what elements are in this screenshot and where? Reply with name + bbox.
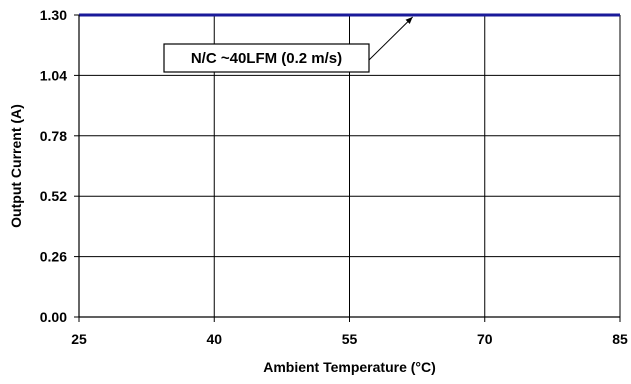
y-tick-label: 0.00 [40,309,67,325]
axes [74,14,621,322]
x-axis-title: Ambient Temperature (°C) [263,359,436,375]
annotation-box [163,43,370,73]
y-tick-label: 1.30 [40,7,67,23]
x-tick-label: 25 [71,331,87,347]
y-tick-label: 0.52 [40,188,67,204]
x-tick-label: 55 [342,331,358,347]
x-tick-label: 70 [477,331,493,347]
y-tick-label: 0.26 [40,249,67,265]
annotation: N/C ~40LFM (0.2 m/s) [163,16,413,73]
x-tick-label: 40 [206,331,222,347]
annotation-arrow [368,16,413,61]
annotation-label: N/C ~40LFM (0.2 m/s) [191,50,342,67]
tick-labels: 0.00 0.26 0.52 0.78 1.04 1.30 25 40 55 70 85 [40,7,628,347]
y-tick-label: 1.04 [40,67,67,83]
y-axis-title: Output Current (A) [8,104,24,228]
y-tick-label: 0.78 [40,128,67,144]
x-tick-label: 85 [612,331,628,347]
